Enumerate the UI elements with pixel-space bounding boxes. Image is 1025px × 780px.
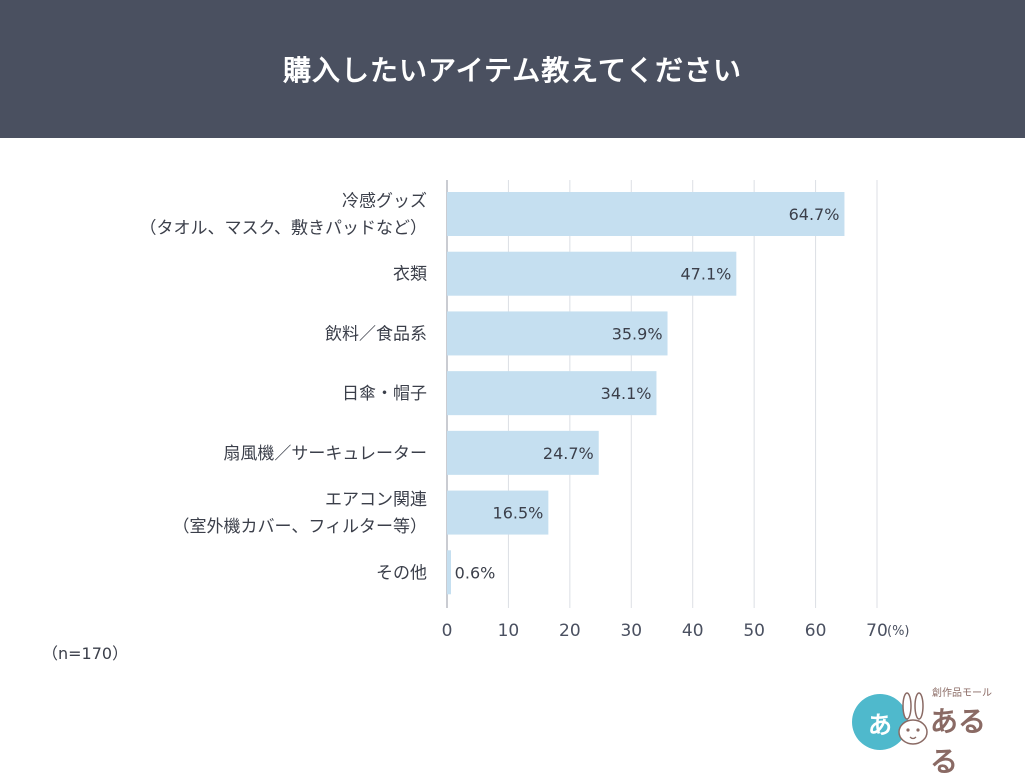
x-tick-label: 20 xyxy=(559,621,581,641)
bar-value-label: 35.9% xyxy=(612,324,663,343)
category-label: 冷感グッズ xyxy=(342,192,427,212)
logo-mark: あ xyxy=(852,694,908,750)
bar-value-label: 64.7% xyxy=(789,205,840,224)
rabbit-icon xyxy=(898,692,928,745)
x-tick-label: 50 xyxy=(743,621,765,641)
category-label: （タオル、マスク、敷きパッドなど） xyxy=(140,219,427,239)
bar-value-label: 24.7% xyxy=(543,444,594,463)
bar xyxy=(447,430,599,475)
bar-value-label: 47.1% xyxy=(681,265,732,284)
logo-subtext: 創作品モール xyxy=(932,688,992,699)
logo-text: あるる xyxy=(930,705,987,778)
x-unit-label: (%) xyxy=(887,624,910,639)
bar-value-label: 0.6% xyxy=(455,563,496,582)
bar xyxy=(447,490,549,535)
category-label: 衣類 xyxy=(393,265,427,285)
bar xyxy=(447,371,657,416)
category-label: 日傘・帽子 xyxy=(342,384,427,404)
x-tick-label: 0 xyxy=(442,621,453,641)
category-label: 飲料／食品系 xyxy=(325,324,427,344)
x-tick-label: 10 xyxy=(498,621,520,641)
sample-size-note: （n=170） xyxy=(42,644,129,663)
bar xyxy=(447,550,451,595)
x-tick-label: 40 xyxy=(682,621,704,641)
x-tick-label: 60 xyxy=(805,621,827,641)
x-tick-label: 70 xyxy=(866,621,888,641)
bar-value-label: 34.1% xyxy=(601,384,652,403)
bar xyxy=(447,192,845,236)
brand-logo: あ 創作品モール あるる xyxy=(852,684,1002,778)
chart-header: 購入したいアイテム教えてください xyxy=(0,0,1025,138)
bar-value-label: 16.5% xyxy=(493,504,544,523)
bar xyxy=(447,251,737,296)
category-label: エアコン関連 xyxy=(325,490,427,510)
category-label: （室外機カバー、フィルター等） xyxy=(173,517,428,537)
bar xyxy=(447,311,668,356)
category-label: 扇風機／サーキュレーター xyxy=(223,444,427,464)
x-tick-label: 30 xyxy=(620,621,642,641)
chart-title: 購入したいアイテム教えてください xyxy=(283,54,742,87)
category-label: その他 xyxy=(376,563,427,583)
